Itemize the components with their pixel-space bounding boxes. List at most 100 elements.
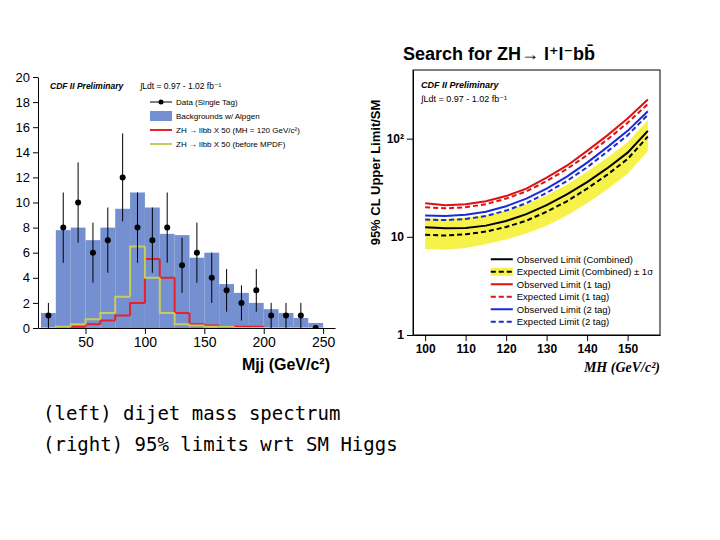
- tick: 4: [23, 270, 38, 285]
- step: [100, 320, 115, 324]
- page: 5010015020025002468101214161820Mjj (GeV/…: [0, 0, 720, 540]
- legend-item: Expected Limit (2 tag): [491, 316, 609, 327]
- y-axis: 02468101214161820: [16, 70, 39, 336]
- step: [189, 313, 204, 324]
- step: [160, 278, 175, 313]
- plot-area: [425, 100, 648, 250]
- x-axis-line: [39, 328, 336, 329]
- data-point: [75, 200, 81, 206]
- tick-label: 20: [16, 70, 30, 85]
- tick-mark: [466, 335, 467, 341]
- tick-mark: [33, 228, 38, 229]
- tick-label: 200: [253, 334, 277, 350]
- legend: Observed Limit (Combined)Expected Limit …: [487, 249, 657, 332]
- step: [189, 324, 204, 325]
- step: [100, 313, 115, 319]
- tick-label: 150: [193, 334, 217, 350]
- legend-item: ZH → llbb X 50 (MH = 120 GeV/c²): [150, 126, 300, 135]
- y-axis-line: [38, 78, 39, 329]
- data-point: [224, 287, 230, 293]
- bar: [115, 209, 130, 328]
- tick-mark: [33, 177, 38, 178]
- tick: 140: [578, 335, 598, 356]
- tick: 250: [312, 328, 336, 350]
- tick-mark: [547, 335, 548, 341]
- tick: 100: [416, 335, 436, 356]
- tick-label: 110: [456, 342, 476, 356]
- step: [204, 325, 219, 326]
- tick-label: 0: [23, 321, 30, 336]
- tick-label: 14: [16, 145, 30, 160]
- data-point: [253, 287, 259, 293]
- annotation: CDF II Preliminary: [421, 80, 500, 90]
- legend-swatch: [491, 283, 513, 285]
- legend-item: ZH → llbb X 50 (before MPDF): [150, 140, 286, 149]
- tick-mark: [33, 102, 38, 103]
- limit-line: [425, 115, 648, 220]
- data-point: [45, 312, 51, 318]
- tick-label: 18: [16, 95, 30, 110]
- title: Search for ZH→ l⁺l⁻bb̄: [403, 44, 595, 64]
- step: [219, 326, 234, 328]
- tick-label: 250: [312, 334, 336, 350]
- legend-swatch: [491, 268, 513, 276]
- limit-line: [425, 100, 648, 206]
- step: [249, 327, 264, 328]
- tick-mark: [628, 335, 629, 341]
- tick-mark: [33, 253, 38, 254]
- data-point: [90, 250, 96, 256]
- tick-mark: [33, 203, 38, 204]
- tick-label: 10: [391, 230, 405, 244]
- data-point: [149, 237, 155, 243]
- tick-label: 12: [16, 170, 30, 185]
- legend-swatch: [491, 308, 513, 310]
- tick: 18: [16, 95, 38, 110]
- legend-label: Expected Limit (Combined) ± 1σ: [517, 266, 653, 277]
- step: [204, 324, 219, 325]
- bar: [100, 228, 115, 328]
- x-axis-title: MH (GeV/c²): [583, 360, 660, 376]
- tick: 2: [23, 296, 38, 311]
- legend-item: Data (Single Tag): [150, 98, 238, 107]
- band: [425, 120, 648, 250]
- tick-label: 150: [618, 342, 638, 356]
- x-axis: 100110120130140150: [414, 335, 661, 356]
- tick-label: 100: [416, 342, 436, 356]
- tick-mark: [425, 335, 426, 341]
- annotation: ∫Ldt = 0.97 - 1.02 fb⁻¹: [139, 81, 221, 91]
- legend-item: Observed Limit (Combined): [491, 254, 633, 265]
- bar: [86, 240, 101, 328]
- tick-mark: [587, 335, 588, 341]
- tick: 14: [16, 145, 38, 160]
- step: [130, 303, 145, 316]
- legend-swatch: [491, 258, 513, 260]
- legend-swatch: [150, 143, 172, 145]
- data-point: [209, 275, 215, 281]
- data-point: [60, 225, 66, 231]
- tick-mark: [407, 139, 413, 140]
- legend-label: Observed Limit (1 tag): [517, 279, 611, 290]
- bar: [130, 192, 145, 328]
- data-point: [134, 225, 140, 231]
- series-bar: [41, 192, 323, 328]
- legend-swatch: [150, 111, 172, 121]
- tick: 10: [16, 195, 38, 210]
- tick: 150: [193, 328, 217, 350]
- tick-label: 16: [16, 120, 30, 135]
- tick-mark: [33, 303, 38, 304]
- step: [56, 327, 71, 328]
- legend-label: Data (Single Tag): [176, 98, 238, 107]
- tick-mark: [33, 278, 38, 279]
- tick: 10: [391, 230, 413, 244]
- x-axis-line: [414, 335, 661, 336]
- tick: 0: [23, 321, 38, 336]
- step: [86, 319, 101, 324]
- step: [71, 324, 86, 327]
- limit-line: [425, 111, 648, 216]
- tick-mark: [33, 152, 38, 153]
- legend-label: Observed Limit (2 tag): [517, 304, 611, 315]
- data-point: [238, 300, 244, 306]
- tick: 20: [16, 70, 38, 85]
- bar: [145, 208, 160, 328]
- tick-label: 50: [78, 334, 94, 350]
